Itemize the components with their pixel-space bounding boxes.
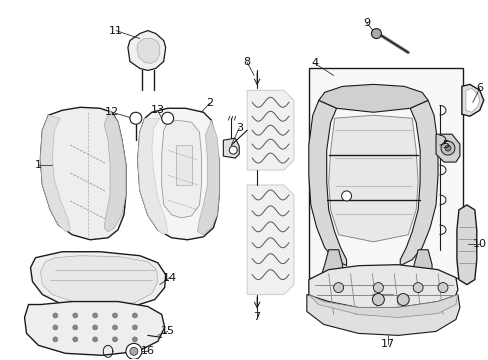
Circle shape [132, 337, 137, 342]
Polygon shape [197, 120, 219, 235]
Text: 7: 7 [253, 312, 260, 323]
Polygon shape [24, 302, 164, 355]
Circle shape [444, 145, 450, 151]
Circle shape [333, 283, 343, 293]
Text: 5: 5 [442, 140, 448, 150]
Polygon shape [306, 294, 459, 336]
Circle shape [112, 313, 117, 318]
Circle shape [53, 313, 58, 318]
Circle shape [53, 325, 58, 330]
Polygon shape [456, 205, 476, 285]
Circle shape [437, 283, 447, 293]
Polygon shape [41, 107, 126, 240]
Circle shape [92, 325, 98, 330]
Circle shape [53, 337, 58, 342]
Circle shape [112, 325, 117, 330]
Text: 15: 15 [161, 327, 174, 336]
Circle shape [229, 146, 237, 154]
Polygon shape [30, 252, 165, 310]
Polygon shape [223, 138, 239, 158]
Polygon shape [308, 294, 457, 318]
Circle shape [440, 141, 454, 155]
Text: 3: 3 [235, 123, 242, 133]
Polygon shape [400, 100, 437, 266]
Polygon shape [320, 250, 342, 294]
Circle shape [130, 112, 142, 124]
Circle shape [412, 283, 422, 293]
Text: 13: 13 [150, 105, 164, 115]
Circle shape [73, 325, 78, 330]
Polygon shape [318, 84, 427, 112]
Polygon shape [104, 110, 126, 232]
Polygon shape [128, 31, 165, 71]
Circle shape [92, 337, 98, 342]
Circle shape [371, 28, 381, 39]
Circle shape [132, 325, 137, 330]
Text: 6: 6 [475, 84, 482, 93]
Circle shape [130, 347, 138, 355]
Polygon shape [409, 250, 431, 294]
Polygon shape [138, 108, 219, 240]
Circle shape [126, 343, 142, 359]
Polygon shape [247, 90, 293, 170]
Circle shape [92, 313, 98, 318]
Text: 16: 16 [141, 346, 155, 356]
Polygon shape [175, 145, 191, 185]
Polygon shape [308, 265, 457, 315]
Text: 12: 12 [105, 107, 119, 117]
Circle shape [132, 313, 137, 318]
Polygon shape [465, 88, 479, 112]
Circle shape [73, 337, 78, 342]
Circle shape [112, 337, 117, 342]
Text: 4: 4 [310, 58, 318, 68]
Circle shape [396, 293, 408, 306]
Text: 17: 17 [381, 339, 395, 349]
Text: 10: 10 [472, 239, 486, 249]
Text: 11: 11 [109, 26, 123, 36]
Bar [308, 68, 462, 278]
Circle shape [373, 283, 383, 293]
Text: 9: 9 [362, 18, 369, 28]
Circle shape [341, 191, 351, 201]
Polygon shape [41, 256, 158, 306]
Polygon shape [328, 115, 417, 242]
Polygon shape [247, 185, 293, 294]
Circle shape [162, 112, 173, 124]
Text: 8: 8 [243, 58, 250, 67]
Text: 1: 1 [35, 160, 42, 170]
Circle shape [73, 313, 78, 318]
Polygon shape [308, 100, 346, 266]
Text: 14: 14 [163, 273, 176, 283]
Polygon shape [435, 134, 459, 162]
Polygon shape [461, 84, 483, 116]
Circle shape [372, 293, 384, 306]
Polygon shape [138, 118, 167, 235]
Polygon shape [137, 39, 160, 63]
Text: 2: 2 [205, 98, 213, 108]
Polygon shape [41, 115, 70, 232]
Polygon shape [162, 120, 201, 218]
